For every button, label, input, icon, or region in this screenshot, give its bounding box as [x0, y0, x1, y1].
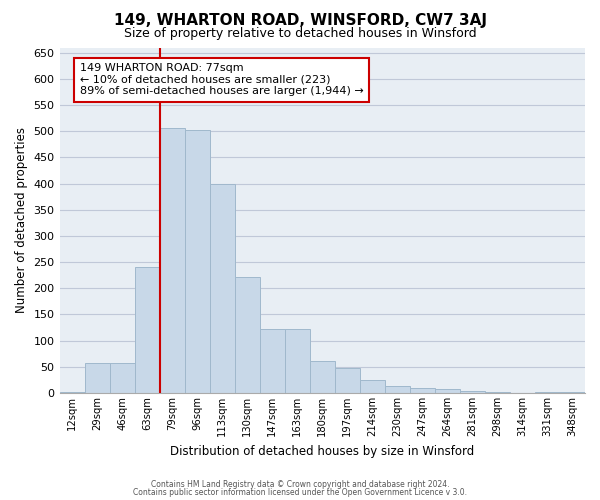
- Bar: [310, 360, 335, 393]
- Bar: [260, 329, 285, 393]
- Bar: [235, 277, 260, 393]
- Bar: [360, 380, 385, 393]
- Bar: [185, 130, 209, 393]
- Bar: [435, 389, 460, 393]
- Bar: [209, 184, 235, 393]
- Bar: [59, 392, 85, 393]
- Bar: [385, 386, 410, 393]
- Bar: [134, 268, 160, 393]
- Y-axis label: Number of detached properties: Number of detached properties: [15, 128, 28, 314]
- Bar: [160, 128, 185, 393]
- Bar: [535, 392, 560, 393]
- Bar: [410, 388, 435, 393]
- Bar: [485, 392, 510, 393]
- Text: 149, WHARTON ROAD, WINSFORD, CW7 3AJ: 149, WHARTON ROAD, WINSFORD, CW7 3AJ: [113, 12, 487, 28]
- Text: Size of property relative to detached houses in Winsford: Size of property relative to detached ho…: [124, 28, 476, 40]
- Text: Contains public sector information licensed under the Open Government Licence v : Contains public sector information licen…: [133, 488, 467, 497]
- Bar: [460, 392, 485, 393]
- Bar: [285, 329, 310, 393]
- Text: 149 WHARTON ROAD: 77sqm
← 10% of detached houses are smaller (223)
89% of semi-d: 149 WHARTON ROAD: 77sqm ← 10% of detache…: [80, 63, 364, 96]
- Bar: [110, 363, 134, 393]
- X-axis label: Distribution of detached houses by size in Winsford: Distribution of detached houses by size …: [170, 444, 475, 458]
- Bar: [560, 392, 585, 393]
- Bar: [335, 368, 360, 393]
- Bar: [85, 363, 110, 393]
- Text: Contains HM Land Registry data © Crown copyright and database right 2024.: Contains HM Land Registry data © Crown c…: [151, 480, 449, 489]
